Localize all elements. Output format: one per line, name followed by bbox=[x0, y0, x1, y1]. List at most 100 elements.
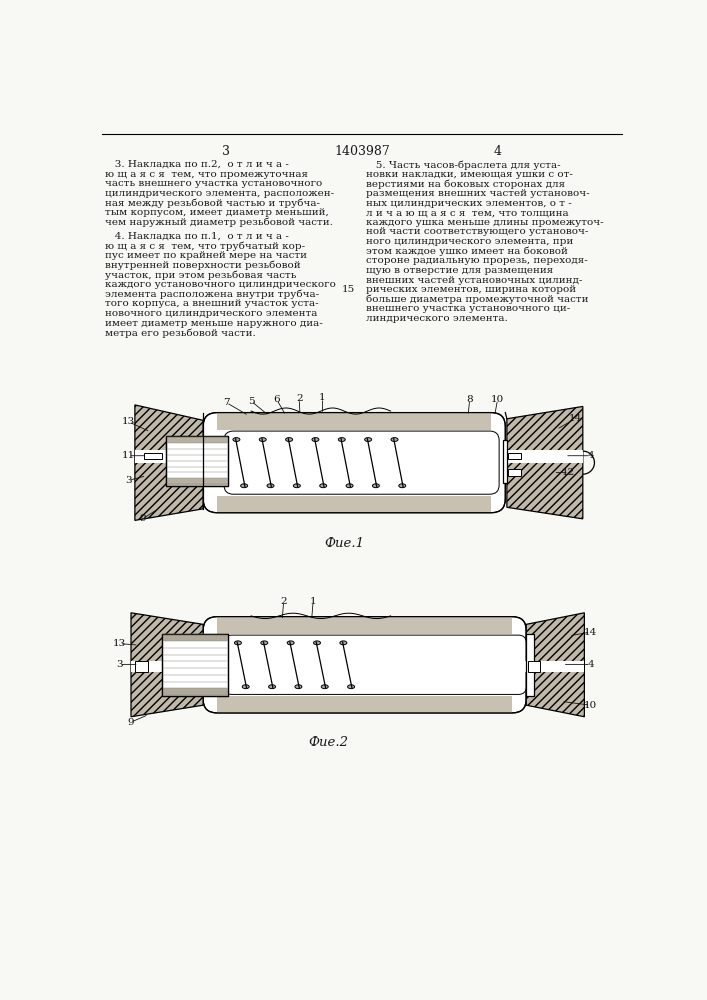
Text: ной части соответствующего установоч-: ной части соответствующего установоч- bbox=[366, 227, 588, 236]
Text: 6: 6 bbox=[274, 395, 280, 404]
Text: того корпуса, а внешний участок уста-: того корпуса, а внешний участок уста- bbox=[105, 299, 319, 308]
Text: чем наружный диаметр резьбовой части.: чем наружный диаметр резьбовой части. bbox=[105, 218, 333, 227]
Polygon shape bbox=[508, 469, 521, 476]
Text: 9: 9 bbox=[139, 514, 146, 523]
FancyBboxPatch shape bbox=[203, 413, 506, 513]
Text: 2: 2 bbox=[281, 597, 287, 606]
Polygon shape bbox=[166, 478, 228, 486]
Text: 14: 14 bbox=[568, 414, 582, 423]
Ellipse shape bbox=[391, 438, 398, 441]
Polygon shape bbox=[217, 696, 513, 713]
Polygon shape bbox=[131, 613, 203, 717]
Text: 3. Накладка по п.2,  о т л и ч а -: 3. Накладка по п.2, о т л и ч а - bbox=[105, 160, 289, 169]
Text: ного цилиндрического элемента, при: ного цилиндрического элемента, при bbox=[366, 237, 573, 246]
Polygon shape bbox=[162, 634, 228, 641]
Text: 14: 14 bbox=[584, 628, 597, 637]
Ellipse shape bbox=[339, 438, 345, 441]
Ellipse shape bbox=[233, 438, 240, 441]
Text: 12: 12 bbox=[562, 468, 575, 477]
Text: 11: 11 bbox=[122, 451, 135, 460]
Ellipse shape bbox=[346, 484, 353, 488]
Text: 4. Накладка по п.1,  о т л и ч а -: 4. Накладка по п.1, о т л и ч а - bbox=[105, 232, 289, 241]
Text: цилиндрического элемента, расположен-: цилиндрического элемента, расположен- bbox=[105, 189, 334, 198]
Text: каждого установочного цилиндрического: каждого установочного цилиндрического bbox=[105, 280, 337, 289]
Text: 10: 10 bbox=[584, 701, 597, 710]
Text: Фие.2: Фие.2 bbox=[309, 736, 349, 749]
Text: 1: 1 bbox=[310, 597, 317, 606]
Text: ю щ а я с я  тем, что промежуточная: ю щ а я с я тем, что промежуточная bbox=[105, 170, 308, 179]
Text: 8: 8 bbox=[467, 395, 473, 404]
Text: 2: 2 bbox=[296, 394, 303, 403]
Ellipse shape bbox=[312, 438, 319, 441]
Text: 4: 4 bbox=[588, 660, 594, 669]
Text: имеет диаметр меньше наружного диа-: имеет диаметр меньше наружного диа- bbox=[105, 319, 323, 328]
Text: рических элементов, ширина которой: рических элементов, ширина которой bbox=[366, 285, 576, 294]
Text: элемента расположена внутри трубча-: элемента расположена внутри трубча- bbox=[105, 290, 320, 299]
Text: 5: 5 bbox=[248, 397, 255, 406]
Polygon shape bbox=[217, 617, 513, 634]
Ellipse shape bbox=[235, 641, 241, 645]
Ellipse shape bbox=[365, 438, 372, 441]
Text: линдрического элемента.: линдрического элемента. bbox=[366, 314, 508, 323]
Polygon shape bbox=[135, 661, 148, 672]
Polygon shape bbox=[503, 440, 507, 483]
Text: размещения внешних частей установоч-: размещения внешних частей установоч- bbox=[366, 189, 590, 198]
Text: больше диаметра промежуточной части: больше диаметра промежуточной части bbox=[366, 295, 588, 304]
Text: новочного цилиндрического элемента: новочного цилиндрического элемента bbox=[105, 309, 318, 318]
Polygon shape bbox=[503, 661, 585, 672]
Text: тым корпусом, имеет диаметр меньший,: тым корпусом, имеет диаметр меньший, bbox=[105, 208, 329, 217]
Ellipse shape bbox=[313, 641, 320, 645]
Text: участок, при этом резьбовая часть: участок, при этом резьбовая часть bbox=[105, 271, 297, 280]
FancyBboxPatch shape bbox=[203, 617, 526, 713]
Polygon shape bbox=[162, 634, 228, 696]
Ellipse shape bbox=[243, 685, 249, 689]
Polygon shape bbox=[166, 436, 228, 443]
Ellipse shape bbox=[267, 484, 274, 488]
Text: часть внешнего участка установочного: часть внешнего участка установочного bbox=[105, 179, 322, 188]
Polygon shape bbox=[507, 450, 583, 463]
Text: л и ч а ю щ а я с я  тем, что толщина: л и ч а ю щ а я с я тем, что толщина bbox=[366, 208, 568, 217]
Text: 10: 10 bbox=[491, 395, 504, 404]
Text: ных цилиндрических элементов, о т -: ных цилиндрических элементов, о т - bbox=[366, 199, 571, 208]
Ellipse shape bbox=[286, 438, 293, 441]
Ellipse shape bbox=[340, 641, 347, 645]
Polygon shape bbox=[162, 688, 228, 696]
Text: каждого ушка меньше длины промежуточ-: каждого ушка меньше длины промежуточ- bbox=[366, 218, 604, 227]
Text: этом каждое ушко имеет на боковой: этом каждое ушко имеет на боковой bbox=[366, 247, 568, 256]
Text: внешних частей установочных цилинд-: внешних частей установочных цилинд- bbox=[366, 276, 582, 285]
Text: 13: 13 bbox=[112, 639, 126, 648]
Text: щую в отверстие для размещения: щую в отверстие для размещения bbox=[366, 266, 553, 275]
Text: 4: 4 bbox=[588, 451, 594, 460]
Polygon shape bbox=[217, 496, 491, 513]
Text: метра его резьбовой части.: метра его резьбовой части. bbox=[105, 328, 256, 338]
Ellipse shape bbox=[261, 641, 268, 645]
Ellipse shape bbox=[348, 685, 355, 689]
FancyBboxPatch shape bbox=[224, 635, 526, 694]
Polygon shape bbox=[135, 405, 203, 520]
Ellipse shape bbox=[295, 685, 302, 689]
Ellipse shape bbox=[259, 438, 267, 441]
Text: 13: 13 bbox=[122, 417, 135, 426]
Text: 3: 3 bbox=[125, 476, 132, 485]
FancyBboxPatch shape bbox=[224, 431, 499, 494]
Text: 1: 1 bbox=[319, 393, 326, 402]
Text: 9: 9 bbox=[128, 718, 134, 727]
Ellipse shape bbox=[321, 685, 328, 689]
Polygon shape bbox=[508, 453, 521, 459]
Polygon shape bbox=[135, 450, 204, 463]
Ellipse shape bbox=[293, 484, 300, 488]
Polygon shape bbox=[131, 661, 226, 672]
Ellipse shape bbox=[287, 641, 294, 645]
Ellipse shape bbox=[399, 484, 406, 488]
Text: 7: 7 bbox=[223, 398, 230, 407]
Text: внутренней поверхности резьбовой: внутренней поверхности резьбовой bbox=[105, 261, 301, 270]
Polygon shape bbox=[528, 661, 540, 672]
Ellipse shape bbox=[269, 685, 276, 689]
Polygon shape bbox=[507, 406, 583, 519]
Ellipse shape bbox=[320, 484, 327, 488]
Text: новки накладки, имеющая ушки с от-: новки накладки, имеющая ушки с от- bbox=[366, 170, 573, 179]
Text: 1403987: 1403987 bbox=[334, 145, 390, 158]
Polygon shape bbox=[526, 634, 534, 696]
Text: Фие.1: Фие.1 bbox=[324, 537, 364, 550]
Polygon shape bbox=[217, 413, 491, 430]
